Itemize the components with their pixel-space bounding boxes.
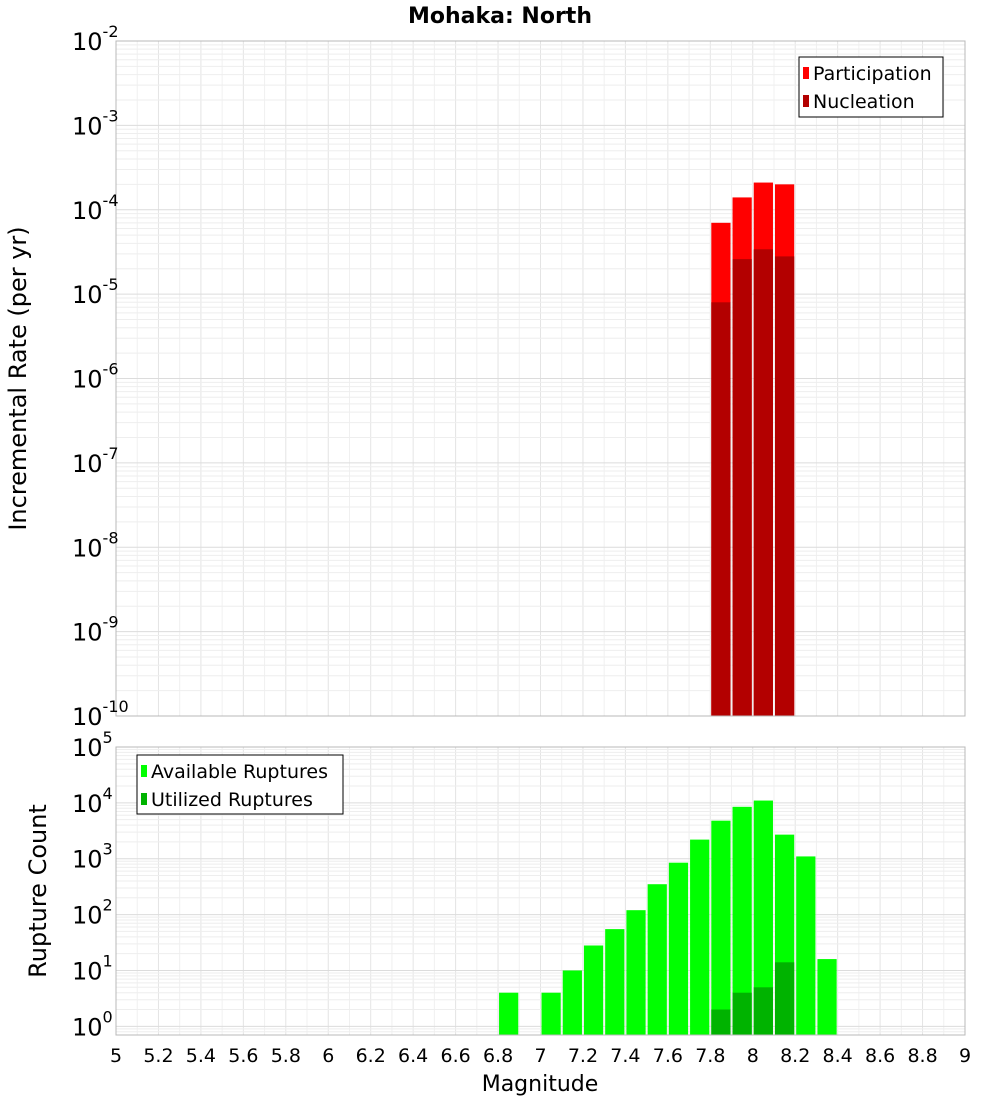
y-tick-label: 10-2 bbox=[72, 22, 119, 56]
y-tick-label: 10-5 bbox=[72, 275, 119, 309]
bar-available-ruptures bbox=[690, 839, 710, 1035]
bar-available-ruptures bbox=[668, 862, 689, 1035]
y-tick-label: 10-6 bbox=[72, 360, 119, 394]
x-tick-label: 5 bbox=[110, 1045, 122, 1067]
x-tick-label: 7 bbox=[534, 1045, 546, 1067]
bar-available-ruptures bbox=[626, 910, 646, 1035]
y-tick-label: 10-8 bbox=[72, 528, 119, 562]
bar-utilized-ruptures bbox=[774, 962, 795, 1035]
legend-label: Utilized Ruptures bbox=[151, 789, 313, 811]
y-tick-label: 10-4 bbox=[72, 191, 119, 225]
y-tick-label: 102 bbox=[72, 896, 113, 930]
bar-nucleation bbox=[753, 249, 773, 716]
y-tick-label: 103 bbox=[72, 840, 113, 874]
y-tick-label: 104 bbox=[72, 784, 113, 818]
plot-border bbox=[115, 40, 966, 717]
bar-available-ruptures bbox=[796, 856, 816, 1035]
bar-nucleation bbox=[732, 259, 752, 716]
x-tick-label: 6.8 bbox=[483, 1045, 513, 1067]
bar-utilized-ruptures bbox=[732, 992, 752, 1035]
x-tick-label: 7.6 bbox=[653, 1045, 683, 1067]
legend-label: Available Ruptures bbox=[151, 761, 328, 783]
x-tick-label: 8.8 bbox=[907, 1045, 937, 1067]
x-tick-label: 7.4 bbox=[610, 1045, 640, 1067]
y-axis-label: Incremental Rate (per yr) bbox=[4, 226, 32, 530]
chart-title: Mohaka: North bbox=[408, 4, 592, 29]
legend-box bbox=[136, 754, 344, 815]
x-tick-label: 7.2 bbox=[568, 1045, 598, 1067]
bar-available-ruptures bbox=[647, 884, 667, 1035]
x-tick-label: 6.2 bbox=[356, 1045, 386, 1067]
x-tick-label: 8 bbox=[747, 1045, 759, 1067]
y-tick-label: 10-10 bbox=[72, 697, 129, 731]
x-tick-label: 8.6 bbox=[865, 1045, 895, 1067]
x-tick-label: 8.4 bbox=[823, 1045, 853, 1067]
bar-utilized-ruptures bbox=[753, 987, 773, 1035]
x-tick-label: 5.6 bbox=[228, 1045, 258, 1067]
bar-available-ruptures bbox=[753, 800, 773, 1035]
x-tick-label: 6.6 bbox=[440, 1045, 470, 1067]
x-tick-label: 7.8 bbox=[695, 1045, 725, 1067]
x-axis-label: Magnitude bbox=[482, 1072, 599, 1097]
x-tick-label: 5.2 bbox=[143, 1045, 173, 1067]
bar-available-ruptures bbox=[817, 959, 837, 1035]
x-tick-label: 5.4 bbox=[186, 1045, 216, 1067]
bar-available-ruptures bbox=[711, 820, 731, 1035]
legend-swatch bbox=[803, 67, 809, 79]
y-axis-label: Rupture Count bbox=[24, 804, 52, 978]
legend-swatch bbox=[803, 95, 809, 107]
bar-available-ruptures bbox=[732, 806, 752, 1035]
y-tick-label: 101 bbox=[72, 951, 113, 985]
bar-available-ruptures bbox=[562, 970, 582, 1035]
plot-border bbox=[115, 746, 966, 1036]
x-tick-label: 6 bbox=[322, 1045, 334, 1067]
y-tick-label: 105 bbox=[72, 728, 113, 762]
y-tick-label: 10-7 bbox=[72, 444, 119, 478]
bar-nucleation bbox=[774, 256, 795, 716]
x-tick-label: 6.4 bbox=[398, 1045, 428, 1067]
bar-available-ruptures bbox=[605, 929, 625, 1035]
y-tick-label: 10-9 bbox=[72, 613, 119, 647]
y-tick-label: 10-3 bbox=[72, 106, 119, 140]
bar-nucleation bbox=[711, 302, 731, 716]
bar-utilized-ruptures bbox=[711, 1009, 731, 1035]
legend-label: Nucleation bbox=[813, 91, 915, 113]
legend-box bbox=[798, 56, 944, 118]
bar-available-ruptures bbox=[499, 992, 519, 1035]
bar-available-ruptures bbox=[583, 945, 604, 1035]
x-tick-label: 9 bbox=[959, 1045, 971, 1067]
x-tick-label: 8.2 bbox=[780, 1045, 810, 1067]
bar-available-ruptures bbox=[541, 992, 561, 1035]
legend-swatch bbox=[141, 793, 147, 805]
legend-label: Participation bbox=[813, 63, 932, 85]
x-tick-label: 5.8 bbox=[271, 1045, 301, 1067]
legend-swatch bbox=[141, 765, 147, 777]
y-tick-label: 100 bbox=[72, 1007, 113, 1041]
